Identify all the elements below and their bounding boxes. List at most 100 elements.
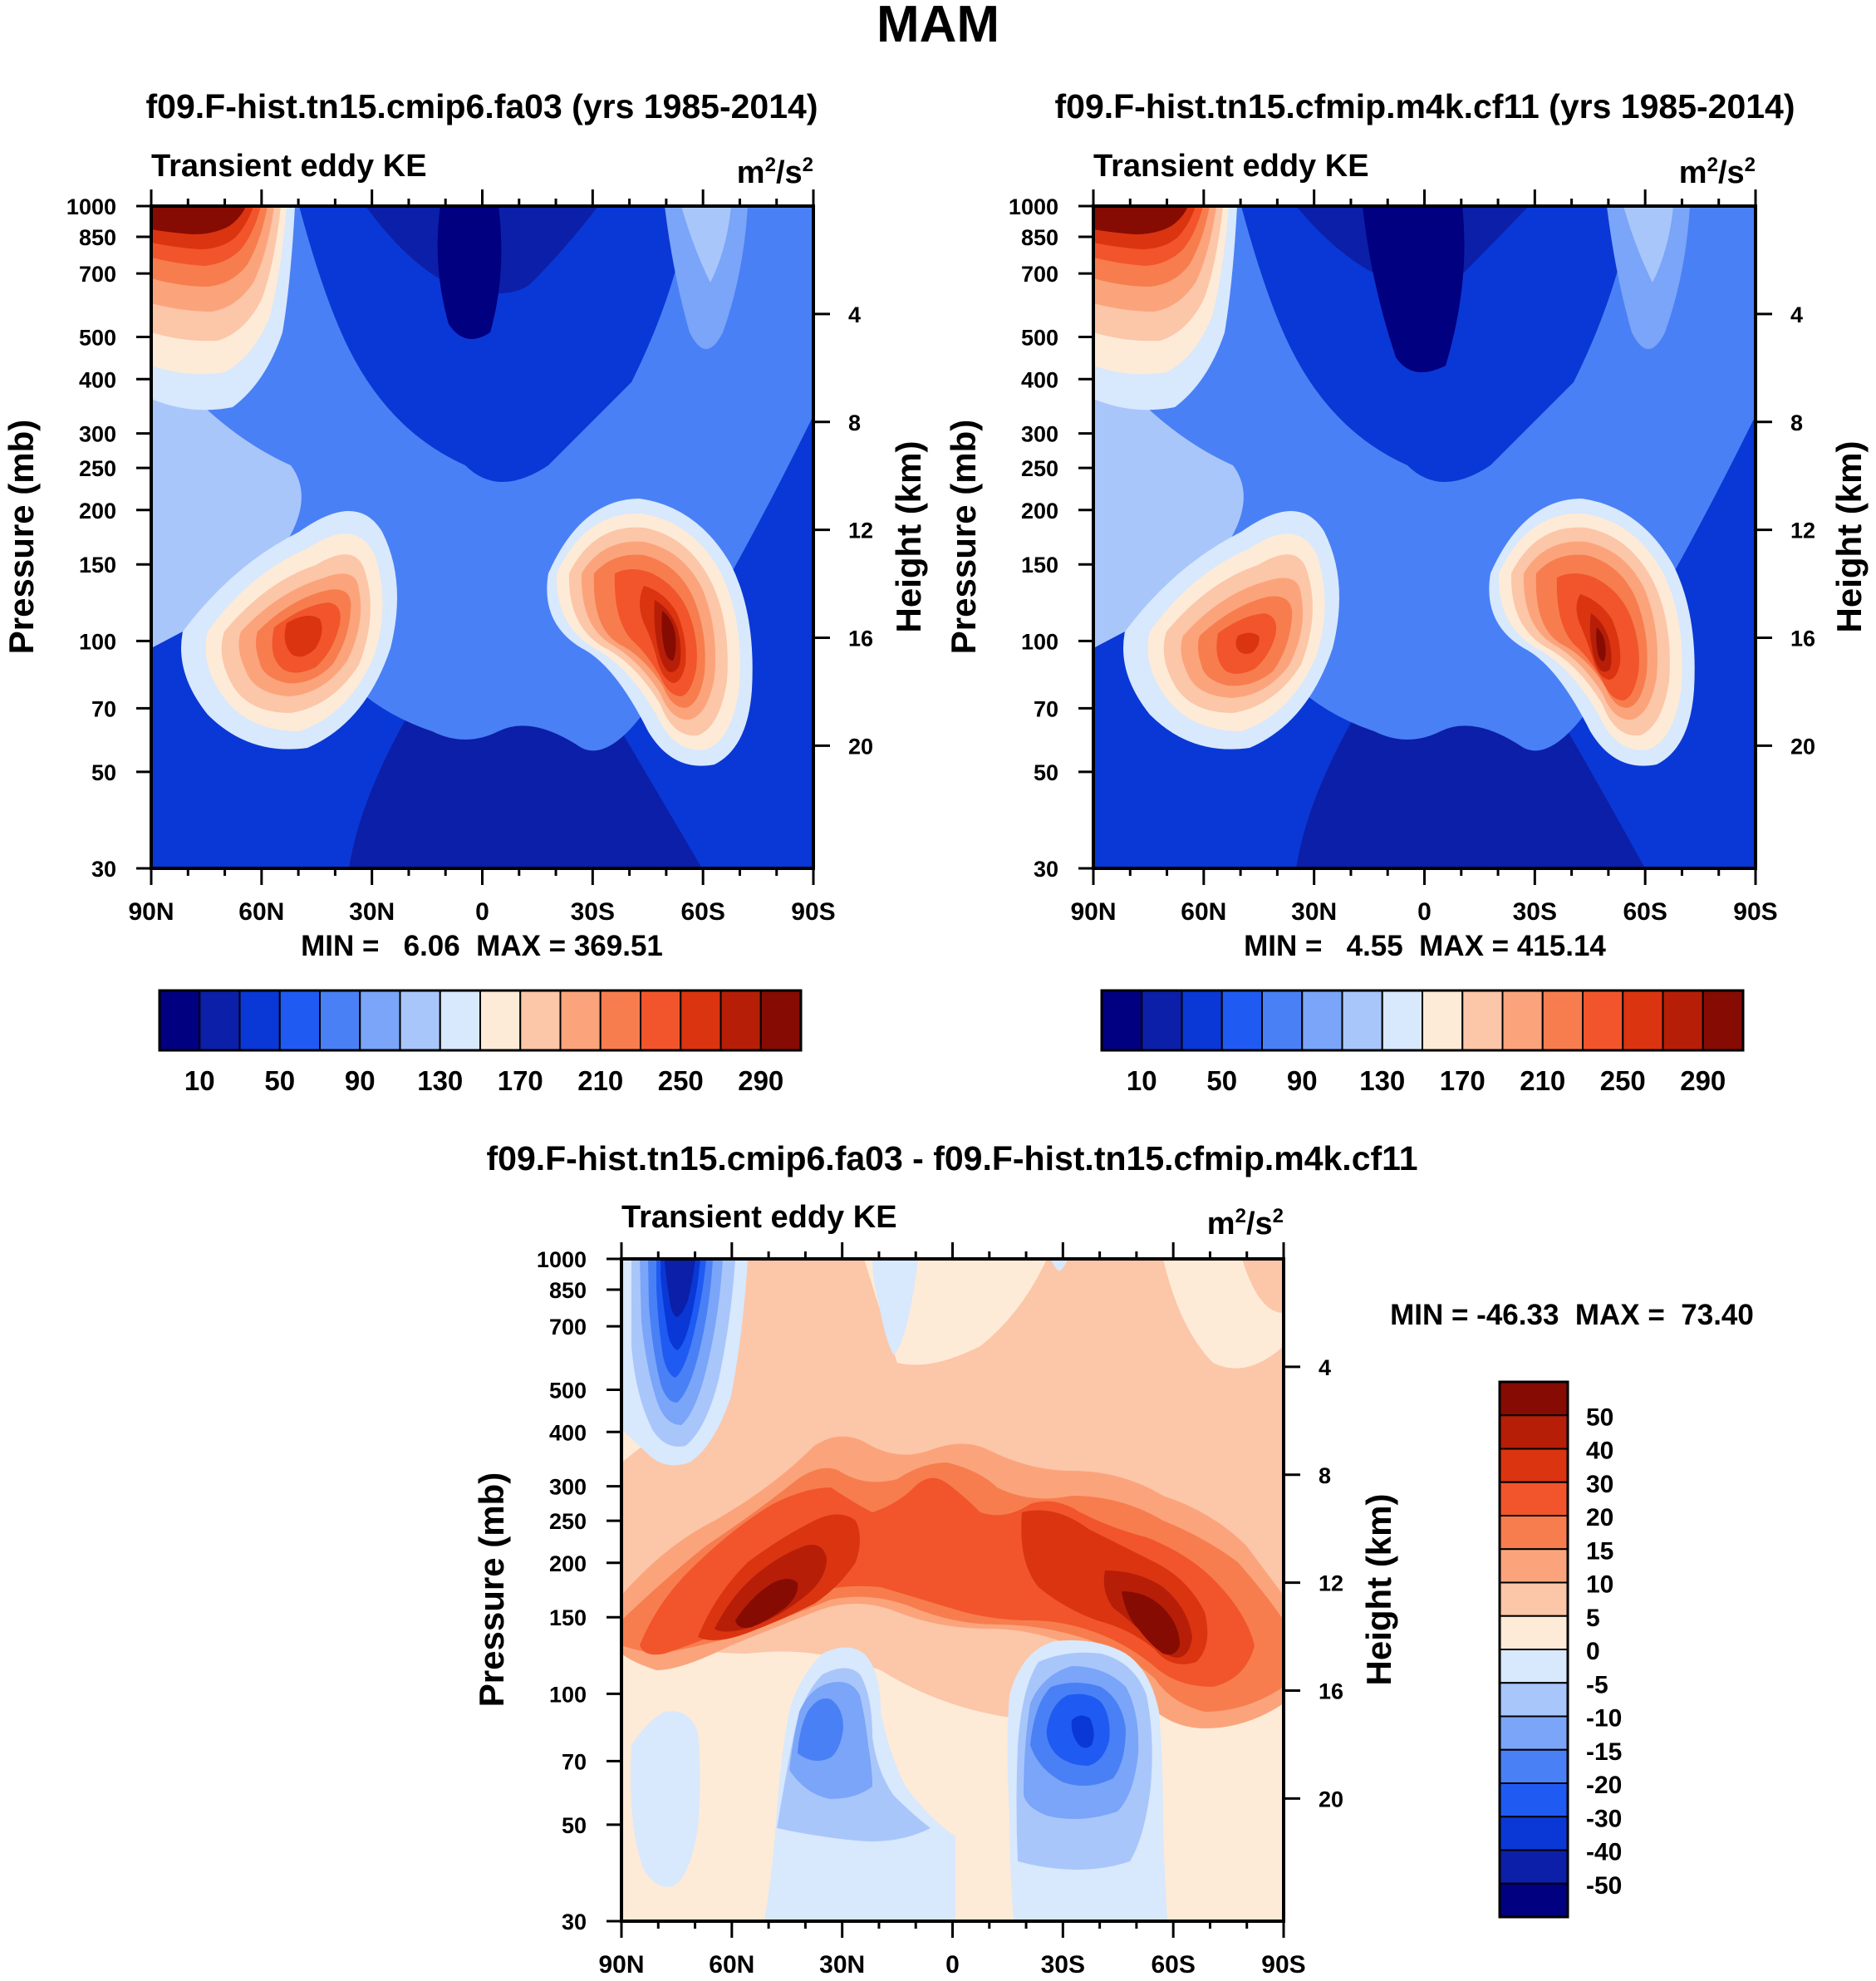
colorbar-box — [719, 990, 762, 1051]
colorbar-label: 20 — [1586, 1504, 1613, 1531]
colorbar-label: 30 — [1586, 1471, 1613, 1498]
y-axis: 30 50 70 100 150 200 250 300 400 500 700 850 1000 4 8 1… — [1009, 194, 1815, 882]
y-axis: 30 50 70 100 150 200 250 300 400 500 700 850 1000 4 8 1… — [66, 194, 873, 882]
contour-field — [1093, 206, 1756, 868]
x-tick-label: 60N — [709, 1951, 754, 1979]
colorbar-box — [1501, 990, 1544, 1051]
x-tick-label: 60N — [1181, 898, 1226, 926]
height-tick-label: 8 — [848, 410, 861, 435]
y-tick-label: 300 — [1021, 422, 1058, 447]
min-max-label: MIN = -46.33 MAX = 73.40 — [1390, 1299, 1754, 1331]
colorbar-label: 50 — [1206, 1065, 1237, 1096]
x-tick-label: 30N — [349, 898, 395, 926]
height-tick-label: 8 — [1790, 410, 1803, 435]
colorbar-box — [319, 990, 361, 1051]
min-max-label: MIN = 4.55 MAX = 415.14 — [1244, 930, 1606, 962]
colorbar-box — [399, 990, 441, 1051]
x-tick-label: 90S — [1733, 898, 1777, 926]
height-tick-label: 8 — [1319, 1463, 1331, 1488]
y-tick-label: 30 — [91, 857, 116, 882]
region-sh-strat-light — [665, 206, 748, 349]
y-axis-label: Pressure (mb) — [472, 1472, 511, 1707]
colorbar-box — [559, 990, 602, 1051]
region-sh-strat-light — [1607, 206, 1690, 349]
y-axis-right-label: Height (km) — [1829, 441, 1869, 633]
colorbar-box — [1499, 1882, 1569, 1918]
x-tick-label: 30N — [819, 1951, 865, 1979]
region-neg-tropic-strat-2 — [1051, 1259, 1068, 1271]
colorbar-label: 40 — [1586, 1438, 1613, 1465]
colorbar-box — [759, 990, 802, 1051]
y-tick-label: 850 — [549, 1278, 587, 1303]
colorbar-box — [1101, 990, 1143, 1051]
colorbar-label: 130 — [417, 1065, 463, 1096]
x-axis: 90N 60N 30N 0 30S 60S 90S — [598, 1242, 1306, 1979]
y-tick-label: 1000 — [66, 194, 116, 219]
colorbar-box — [1499, 1816, 1569, 1851]
region-band-20 — [640, 1477, 1255, 1687]
colorbar-box — [278, 990, 321, 1051]
colorbar-label: -30 — [1586, 1805, 1622, 1832]
colorbar-label: 15 — [1586, 1537, 1613, 1565]
y-tick-label: 500 — [1021, 326, 1058, 351]
colorbar-label: 5 — [1586, 1605, 1600, 1632]
x-axis: 90N 60N 30N 0 30S 60S 90S — [128, 189, 836, 926]
region-neg-sh-subtrop-40 — [1071, 1715, 1094, 1748]
y-axis-right-label: Height (km) — [1359, 1494, 1398, 1686]
panel-left: f09.F-hist.tn15.cmip6.fa03 (yrs 1985-201… — [2, 87, 928, 1096]
x-tick-label: 60S — [680, 898, 724, 926]
colorbar-box — [479, 990, 522, 1051]
colorbar-box — [159, 990, 201, 1051]
x-tick-label: 60N — [238, 898, 284, 926]
y-tick-label: 70 — [91, 696, 116, 721]
height-tick-label: 12 — [1319, 1571, 1343, 1596]
y-tick-label: 400 — [549, 1420, 587, 1445]
height-tick-label: 4 — [1790, 302, 1803, 327]
y-tick-label: 70 — [562, 1749, 587, 1774]
y-tick-label: 850 — [1021, 225, 1058, 250]
region-sh-strat-lighter — [1623, 206, 1673, 283]
region-neg-nh-subtrop-20 — [798, 1698, 843, 1761]
contour-field — [151, 206, 813, 868]
height-tick-label: 12 — [1790, 519, 1815, 543]
y-tick-label: 850 — [79, 225, 116, 250]
colorbar-frame — [1498, 1380, 1569, 1919]
figure-title: MAM — [877, 0, 999, 53]
panel-title: f09.F-hist.tn15.cmip6.fa03 (yrs 1985-201… — [146, 87, 818, 125]
region-sh-jet-8 — [1596, 627, 1606, 661]
colorbar-box — [599, 990, 641, 1051]
colorbar-label: -15 — [1586, 1738, 1622, 1766]
y-tick-label: 150 — [79, 553, 116, 578]
x-tick-label: 60S — [1623, 898, 1667, 926]
colorbar-label: -50 — [1586, 1872, 1622, 1900]
x-axis: 90N 60N 30N 0 30S 60S 90S — [1070, 189, 1778, 926]
colorbar-box — [1381, 990, 1423, 1051]
colorbar-label: 250 — [1600, 1065, 1646, 1096]
x-tick-label: 30S — [1513, 898, 1557, 926]
x-tick-label: 90N — [1070, 898, 1116, 926]
height-tick-label: 4 — [848, 302, 861, 327]
y-tick-label: 500 — [549, 1379, 587, 1403]
colorbar-box — [1541, 990, 1584, 1051]
y-tick-label: 50 — [562, 1813, 587, 1838]
panel-right: f09.F-hist.tn15.cfmip.m4k.cf11 (yrs 1985… — [944, 87, 1869, 1096]
region-sh-jet-8 — [661, 611, 676, 661]
colorbar-label: 10 — [184, 1065, 215, 1096]
y-tick-label: 500 — [79, 326, 116, 351]
x-tick-label: 0 — [1417, 898, 1432, 926]
x-tick-label: 30S — [571, 898, 615, 926]
colorbar-label: 50 — [264, 1065, 295, 1096]
left-string: Transient eddy KE — [621, 1200, 897, 1235]
y-axis-label: Pressure (mb) — [2, 420, 41, 654]
region-upper-positive-strat — [1242, 1259, 1284, 1313]
y-tick-label: 30 — [1034, 857, 1058, 882]
x-tick-label: 30N — [1291, 898, 1337, 926]
y-tick-label: 200 — [79, 499, 116, 524]
colorbar-label: 10 — [1586, 1571, 1613, 1599]
region-nh-cool-bridge — [1093, 349, 1244, 648]
colorbar-box — [1499, 1782, 1569, 1818]
colorbar-box — [1622, 990, 1664, 1051]
colorbar-label: -5 — [1586, 1671, 1608, 1698]
colorbar-label: -40 — [1586, 1839, 1622, 1866]
y-tick-label: 1000 — [537, 1247, 587, 1272]
